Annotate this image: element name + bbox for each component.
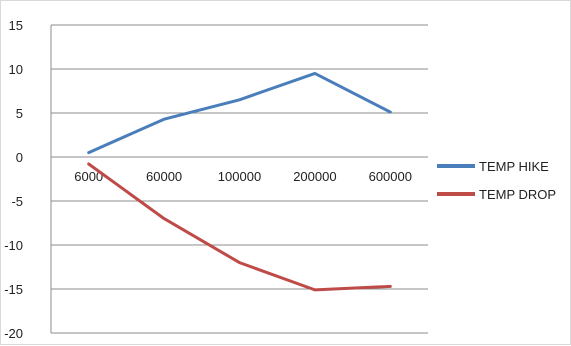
x-tick-label: 200000	[293, 169, 336, 184]
y-tick-label: 0	[16, 150, 23, 165]
series-line-2	[87, 162, 392, 292]
gridlines	[51, 24, 428, 334]
legend-label: TEMP HIKE	[479, 159, 549, 174]
x-tick-label: 100000	[218, 169, 261, 184]
y-tick-label: 15	[9, 18, 23, 33]
y-axis-ticks: 15 10 5 0 -5 -10 -15 -20	[4, 18, 23, 341]
series-line-1	[87, 71, 392, 155]
x-axis-ticks: 6000 60000 100000 200000 600000	[74, 169, 412, 184]
x-tick-label: 60000	[146, 169, 182, 184]
x-tick-label: 600000	[369, 169, 412, 184]
legend-label: TEMP DROP	[479, 187, 556, 202]
legend: TEMP HIKE TEMP DROP	[437, 159, 556, 202]
y-tick-label: 5	[16, 106, 23, 121]
y-tick-label: 10	[9, 62, 23, 77]
y-tick-label: -5	[11, 194, 23, 209]
x-tick-label: 6000	[74, 169, 103, 184]
y-tick-label: -15	[4, 282, 23, 297]
y-tick-label: -20	[4, 326, 23, 341]
y-tick-label: -10	[4, 238, 23, 253]
